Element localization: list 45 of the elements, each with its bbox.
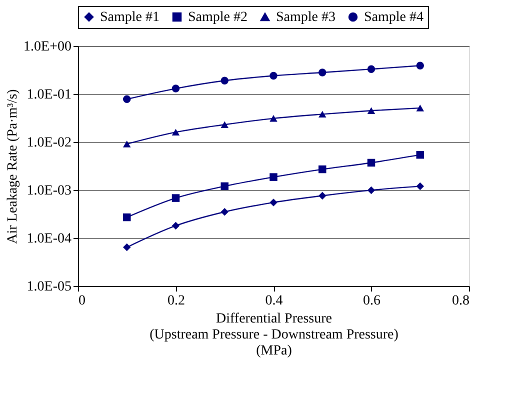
point bbox=[220, 121, 228, 128]
x-tick-label: 0.6 bbox=[363, 294, 380, 308]
point bbox=[270, 72, 278, 80]
point bbox=[270, 115, 278, 122]
point bbox=[270, 173, 278, 181]
point bbox=[123, 243, 131, 252]
legend-label: Sample #3 bbox=[276, 10, 336, 25]
y-tick-label: 1.0E+00 bbox=[24, 40, 72, 54]
x-tick-label: 0.8 bbox=[452, 294, 470, 308]
x-tick-label: 0.4 bbox=[265, 294, 283, 308]
legend-label: Sample #1 bbox=[100, 10, 160, 25]
x-tick-label: 0 bbox=[78, 294, 86, 308]
point bbox=[123, 140, 131, 148]
point bbox=[416, 182, 424, 190]
legend-label: Sample #2 bbox=[188, 10, 248, 25]
point bbox=[416, 104, 424, 112]
y-tick-label: 1.0E-04 bbox=[26, 232, 72, 246]
point bbox=[220, 182, 228, 190]
point bbox=[270, 198, 278, 206]
point bbox=[416, 150, 424, 159]
point bbox=[318, 68, 326, 76]
point bbox=[123, 95, 131, 104]
point bbox=[367, 107, 376, 114]
point bbox=[172, 84, 180, 92]
x-tick-label: 0.2 bbox=[168, 294, 185, 308]
y-tick-label: 1.0E-02 bbox=[26, 136, 72, 150]
point bbox=[220, 208, 228, 216]
y-tick-label: 1.0E-03 bbox=[26, 184, 72, 198]
y-axis-title: Air Leakage Rate (Pa·m³/s) bbox=[6, 88, 21, 244]
point bbox=[318, 165, 326, 174]
point bbox=[172, 222, 180, 230]
point bbox=[172, 128, 180, 136]
point bbox=[367, 186, 376, 194]
point bbox=[416, 62, 424, 70]
point bbox=[172, 194, 180, 202]
point bbox=[318, 110, 326, 118]
y-tick-label: 1.0E-05 bbox=[26, 280, 72, 294]
point bbox=[220, 76, 228, 84]
x-axis-title: Differential Pressure (Upstream Pressure - Downstream Pressure) (MPa) bbox=[150, 312, 399, 358]
point bbox=[367, 65, 376, 73]
point bbox=[318, 192, 326, 200]
legend-label: Sample #4 bbox=[364, 10, 424, 25]
y-tick-label: 1.0E-01 bbox=[26, 88, 72, 102]
point bbox=[367, 158, 376, 167]
point bbox=[123, 213, 131, 222]
